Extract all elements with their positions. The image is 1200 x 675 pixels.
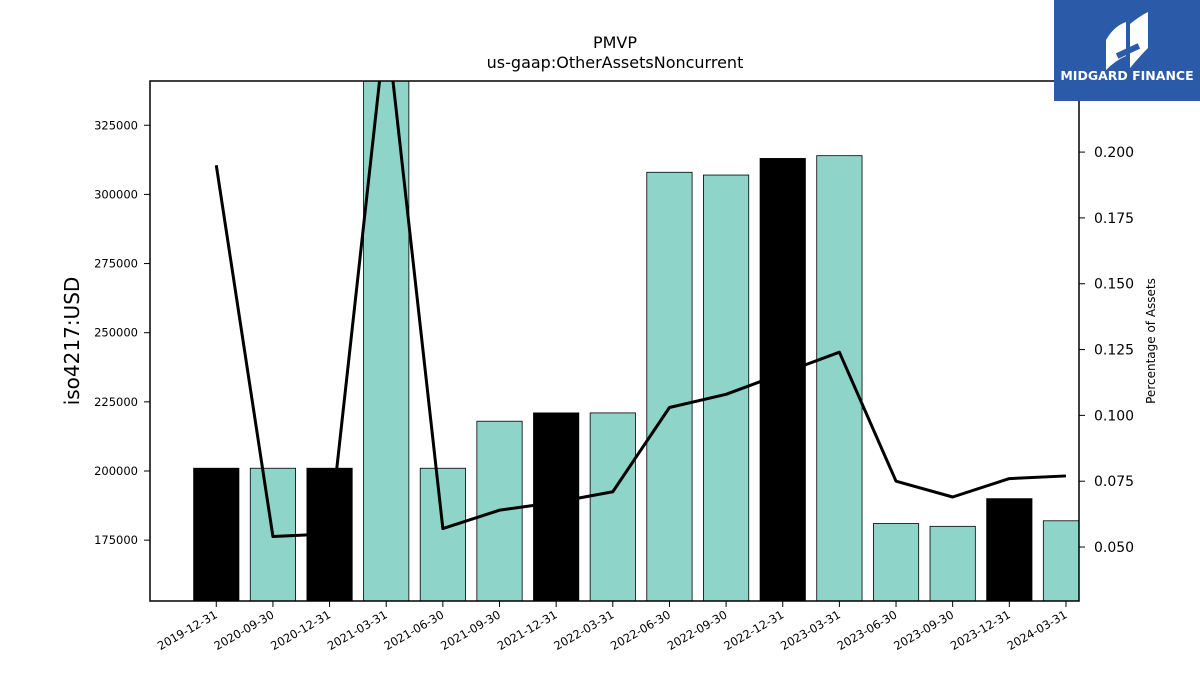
bar <box>589 412 636 601</box>
chart-subtitle: us-gaap:OtherAssetsNoncurrent <box>487 53 744 72</box>
bar <box>872 523 920 601</box>
x-tick-label: 2021-09-30 <box>438 607 503 653</box>
y-tick-label: 200000 <box>94 464 138 478</box>
x-tick-label: 2023-09-30 <box>891 607 956 653</box>
bar <box>419 467 466 601</box>
chart-title: PMVP <box>593 33 637 52</box>
y2-axis-label: Percentage of Assets <box>1144 278 1158 404</box>
x-tick-label: 2021-03-31 <box>325 607 390 653</box>
x-tick-label: 2024-03-31 <box>1005 607 1070 653</box>
y-axis-ticks: 175000 200000 225000 250000 275000 300000 3250… <box>94 118 150 547</box>
x-tick-label: 2022-06-30 <box>608 607 673 653</box>
percentage-line <box>214 81 1067 538</box>
x-tick-label: 2021-12-31 <box>495 607 560 653</box>
y-tick-label: 275000 <box>94 257 138 271</box>
bar <box>816 155 863 601</box>
x-tick-label: 2022-03-31 <box>551 607 616 653</box>
plot-frame <box>149 80 1080 602</box>
y2-tick-label: 0.175 <box>1094 211 1134 227</box>
bar <box>646 171 693 601</box>
y-tick-label: 225000 <box>94 395 138 409</box>
logo-text: MIDGARD FINANCE <box>1060 68 1194 83</box>
y-axis-label: iso4217:USD <box>60 277 84 406</box>
x-tick-label: 2019-12-31 <box>155 607 220 653</box>
y2-tick-label: 0.200 <box>1094 145 1134 161</box>
y-tick-label: 325000 <box>94 118 138 132</box>
bar <box>1042 520 1079 601</box>
x-axis-ticks: 2019-12-312020-09-302020-12-312021-03-31… <box>155 601 1070 653</box>
x-tick-label: 2022-12-31 <box>721 607 786 653</box>
y2-tick-label: 0.150 <box>1094 277 1134 293</box>
x-tick-label: 2022-09-30 <box>665 607 730 653</box>
y-tick-label: 175000 <box>94 533 138 547</box>
y2-tick-label: 0.075 <box>1094 474 1134 490</box>
y-tick-label: 250000 <box>94 326 138 340</box>
y2-tick-label: 0.125 <box>1094 343 1134 359</box>
y-tick-label: 300000 <box>94 187 138 201</box>
y2-tick-label: 0.050 <box>1094 540 1134 556</box>
logo-mark-icon <box>1106 12 1148 70</box>
x-tick-label: 2023-12-31 <box>948 607 1013 653</box>
bar <box>533 412 580 601</box>
bar <box>929 525 976 601</box>
bar <box>193 467 240 601</box>
x-tick-label: 2020-12-31 <box>268 607 333 653</box>
bars-group <box>193 81 1079 601</box>
x-tick-label: 2023-03-31 <box>778 607 843 653</box>
y2-tick-label: 0.100 <box>1094 408 1134 424</box>
x-tick-label: 2021-06-30 <box>381 607 446 653</box>
line-group <box>214 81 1067 538</box>
x-tick-label: 2020-09-30 <box>212 607 277 653</box>
y2-axis-ticks: 0.050 0.075 0.100 0.125 0.150 0.175 0.200 <box>1079 145 1134 556</box>
bar <box>986 498 1033 601</box>
logo: MIDGARD FINANCE <box>1054 0 1200 101</box>
x-tick-label: 2023-06-30 <box>835 607 900 653</box>
